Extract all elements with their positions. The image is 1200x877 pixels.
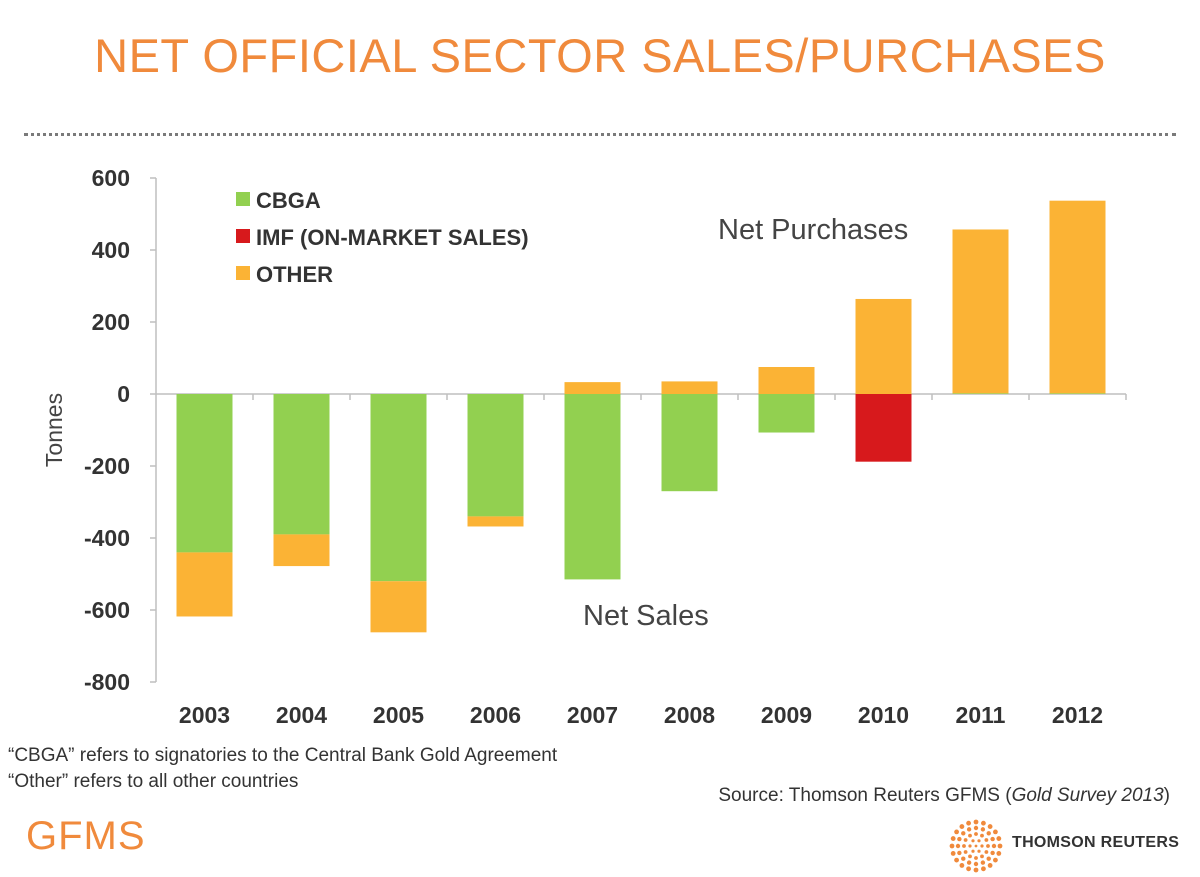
bar-cbga-2007 (564, 394, 621, 580)
x-tick-label: 2004 (276, 702, 327, 728)
footnote-cbga: “CBGA” refers to signatories to the Cent… (8, 745, 558, 766)
x-tick-label: 2012 (1052, 702, 1103, 728)
bar-other-2006 (467, 516, 524, 527)
page-title: NET OFFICIAL SECTOR SALES/PURCHASES (94, 29, 1106, 82)
bar-cbga-2004 (273, 394, 330, 535)
legend-label: CBGA (256, 188, 321, 213)
bar-cbga-2008 (661, 394, 718, 492)
x-tick-label: 2008 (664, 702, 715, 728)
bar-imf-2010 (855, 394, 912, 462)
source-publication: Gold Survey 2013 (1011, 785, 1164, 806)
stacked-bar-chart: 600 400 200 0 -200 -400 -600 -800 Tonnes 2003 2004… (41, 165, 1127, 728)
y-tick-label: -400 (84, 525, 130, 551)
bar-other-2012 (1049, 200, 1106, 394)
bar-cbga-2009 (758, 394, 815, 433)
bar-cbga-2003 (176, 394, 233, 553)
gfms-logo: GFMS (26, 814, 146, 858)
x-tick-label: 2010 (858, 702, 909, 728)
y-tick-label: -600 (84, 597, 130, 623)
annotation-net-purchases: Net Purchases (718, 214, 908, 246)
bar-other-2007 (564, 382, 621, 394)
title-divider (24, 133, 1176, 136)
legend-swatch (236, 229, 250, 243)
y-tick-label: -200 (84, 453, 130, 479)
x-tick-label: 2007 (567, 702, 618, 728)
bar-cbga-2005 (370, 394, 427, 582)
legend-label: OTHER (256, 262, 333, 287)
bar-other-2003 (176, 552, 233, 617)
footnote-other: “Other” refers to all other countries (8, 771, 299, 792)
legend-swatch (236, 266, 250, 280)
bar-other-2005 (370, 581, 427, 633)
x-tick-label: 2003 (179, 702, 230, 728)
thomson-reuters-logo-icon (949, 819, 1003, 873)
annotation-net-sales: Net Sales (583, 600, 709, 632)
y-tick-label: 600 (92, 165, 130, 191)
bar-cbga-2006 (467, 394, 524, 517)
legend-label: IMF (ON-MARKET SALES) (256, 225, 529, 250)
source-suffix: ) (1163, 785, 1170, 806)
source-prefix: Source: Thomson Reuters GFMS ( (718, 785, 1012, 806)
x-tick-label: 2005 (373, 702, 424, 728)
bar-other-2008 (661, 381, 718, 394)
source-note: Source: Thomson Reuters GFMS (Gold Surve… (718, 785, 1170, 807)
y-tick-label: -800 (84, 669, 130, 695)
legend-swatch (236, 192, 250, 206)
thomson-reuters-wordmark: THOMSON REUTERS (1012, 834, 1180, 851)
x-tick-label: 2006 (470, 702, 521, 728)
bar-other-2010 (855, 298, 912, 394)
bar-other-2004 (273, 534, 330, 567)
y-tick-label: 400 (92, 237, 130, 263)
x-tick-label: 2011 (956, 702, 1006, 728)
bar-cbga-2011 (952, 393, 1009, 394)
y-tick-label: 200 (92, 309, 130, 335)
bar-cbga-2012 (1049, 393, 1106, 394)
bar-other-2009 (758, 367, 815, 394)
x-tick-label: 2009 (761, 702, 812, 728)
bar-other-2011 (952, 229, 1009, 394)
y-axis-title: Tonnes (41, 393, 67, 467)
y-tick-label: 0 (117, 381, 130, 407)
